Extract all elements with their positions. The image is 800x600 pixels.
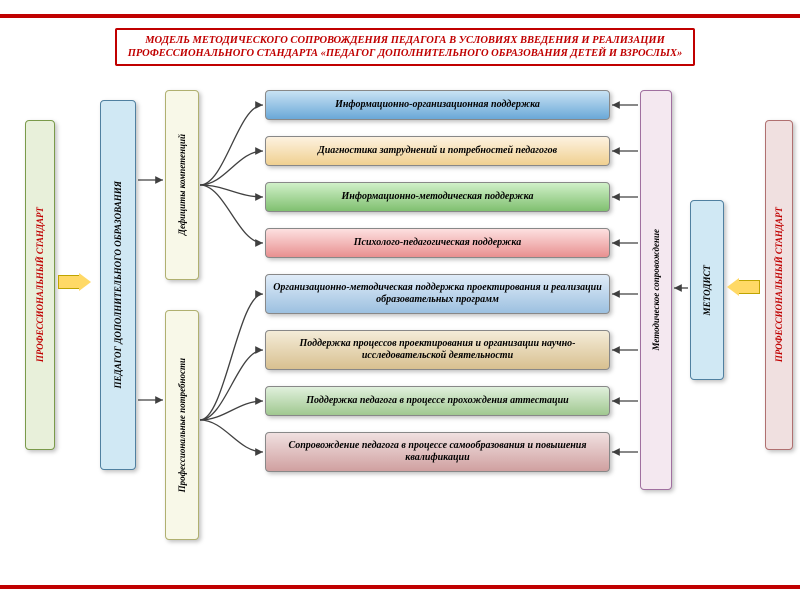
right-main-label: Методическое сопровождение bbox=[651, 229, 661, 351]
support-bar-3: Психолого-педагогическая поддержка bbox=[265, 228, 610, 258]
support-bar-7: Сопровождение педагога в процессе самооб… bbox=[265, 432, 610, 472]
support-bar-4: Организационно-методическая поддержка пр… bbox=[265, 274, 610, 314]
red-bar-bottom bbox=[0, 585, 800, 589]
left-sub-top-label: Дефициты компетенций bbox=[177, 134, 187, 235]
right-outer-label: ПРОФЕССИОНАЛЬНЫЙ СТАНДАРТ bbox=[774, 207, 784, 362]
support-bar-0: Информационно-организационная поддержка bbox=[265, 90, 610, 120]
diagram-title: МОДЕЛЬ МЕТОДИЧЕСКОГО СОПРОВОЖДЕНИЯ ПЕДАГ… bbox=[115, 28, 695, 66]
left-sub-bot-label: Профессиональные потребности bbox=[177, 358, 187, 492]
title-line-2: ПРОФЕССИОНАЛЬНОГО СТАНДАРТА «ПЕДАГОГ ДОП… bbox=[128, 48, 683, 59]
left-outer-professional-standard: ПРОФЕССИОНАЛЬНЫЙ СТАНДАРТ bbox=[25, 120, 55, 450]
support-bar-1: Диагностика затруднений и потребностей п… bbox=[265, 136, 610, 166]
right-main-methodical-support: Методическое сопровождение bbox=[640, 90, 672, 490]
right-sub-methodist: МЕТОДИСТ bbox=[690, 200, 724, 380]
right-outer-professional-standard: ПРОФЕССИОНАЛЬНЫЙ СТАНДАРТ bbox=[765, 120, 793, 450]
yellow-arrow-left bbox=[58, 275, 80, 289]
title-line-1: МОДЕЛЬ МЕТОДИЧЕСКОГО СОПРОВОЖДЕНИЯ ПЕДАГ… bbox=[145, 35, 665, 46]
left-main-label: ПЕДАГОГ ДОПОЛНИТЕЛЬНОГО ОБРАЗОВАНИЯ bbox=[113, 181, 123, 388]
support-bar-6: Поддержка педагога в процессе прохождени… bbox=[265, 386, 610, 416]
support-bar-2: Информационно-методическая поддержка bbox=[265, 182, 610, 212]
red-bar-top bbox=[0, 14, 800, 18]
left-main-pedagog: ПЕДАГОГ ДОПОЛНИТЕЛЬНОГО ОБРАЗОВАНИЯ bbox=[100, 100, 136, 470]
left-sub-deficits: Дефициты компетенций bbox=[165, 90, 199, 280]
left-outer-label: ПРОФЕССИОНАЛЬНЫЙ СТАНДАРТ bbox=[35, 207, 45, 362]
support-bar-5: Поддержка процессов проектирования и орг… bbox=[265, 330, 610, 370]
left-sub-needs: Профессиональные потребности bbox=[165, 310, 199, 540]
right-sub-label: МЕТОДИСТ bbox=[702, 265, 712, 315]
yellow-arrow-right bbox=[738, 280, 760, 294]
